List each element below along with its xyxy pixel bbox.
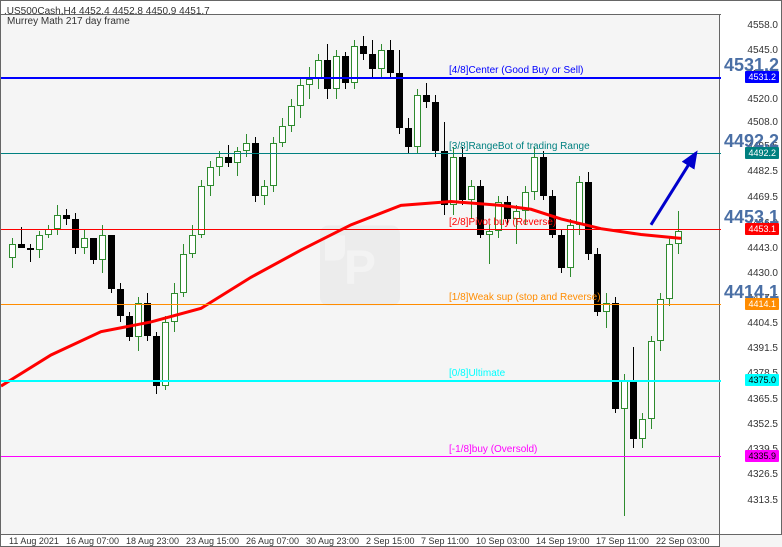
price-tag: 4453.1 [745,223,779,235]
y-tick-label: 4430.0 [747,268,778,279]
x-tick-label: 14 Sep 19:00 [536,536,590,546]
indicator-name: Murrey Math 217 day frame [4,15,130,29]
price-tag: 4335.9 [745,450,779,462]
x-axis: 11 Aug 2021 16 Aug 07:00 18 Aug 23:00 23 Au… [0,535,720,547]
projection-arrow [1,1,721,536]
x-tick-label: 18 Aug 23:00 [126,536,179,546]
y-tick-label: 4520.0 [747,94,778,105]
y-tick-label: 4508.0 [747,117,778,128]
x-tick-label: 2 Sep 15:00 [366,536,415,546]
price-tag: 4414.1 [745,298,779,310]
chart-plot-area[interactable]: .US500Cash,H4 4452.4 4452.8 4450.9 4451.… [0,0,720,535]
y-tick-label: 4391.5 [747,343,778,354]
y-tick-label: 4352.5 [747,419,778,430]
x-tick-label: 10 Sep 03:00 [476,536,530,546]
y-tick-label: 4313.5 [747,495,778,506]
x-tick-label: 7 Sep 11:00 [421,536,469,546]
y-tick-label: 4443.0 [747,243,778,254]
x-tick-label: 17 Sep 11:00 [596,536,649,546]
y-tick-label: 4469.5 [747,192,778,203]
x-tick-label: 23 Aug 15:00 [186,536,239,546]
y-tick-label: 4326.5 [747,469,778,480]
price-tag: 4375.0 [745,374,779,386]
chart-container: .US500Cash,H4 4452.4 4452.8 4450.9 4451.… [0,0,782,547]
x-tick-label: 26 Aug 07:00 [246,536,299,546]
y-axis: 4313.54326.54339.54352.54365.54378.54391… [720,0,782,535]
x-tick-label: 11 Aug 2021 [9,536,59,546]
x-tick-label: 30 Aug 23:00 [306,536,359,546]
y-tick-label: 4365.5 [747,394,778,405]
y-tick-label: 4558.0 [747,20,778,31]
price-tag: 4531.2 [745,71,779,83]
x-tick-label: 22 Sep 03:00 [656,536,710,546]
y-tick-label: 4482.5 [747,166,778,177]
chart-header: .US500Cash,H4 4452.4 4452.8 4450.9 4451.… [1,1,721,15]
y-tick-label: 4404.5 [747,318,778,329]
x-tick-label: 16 Aug 07:00 [66,536,119,546]
price-tag: 4492.2 [745,147,779,159]
